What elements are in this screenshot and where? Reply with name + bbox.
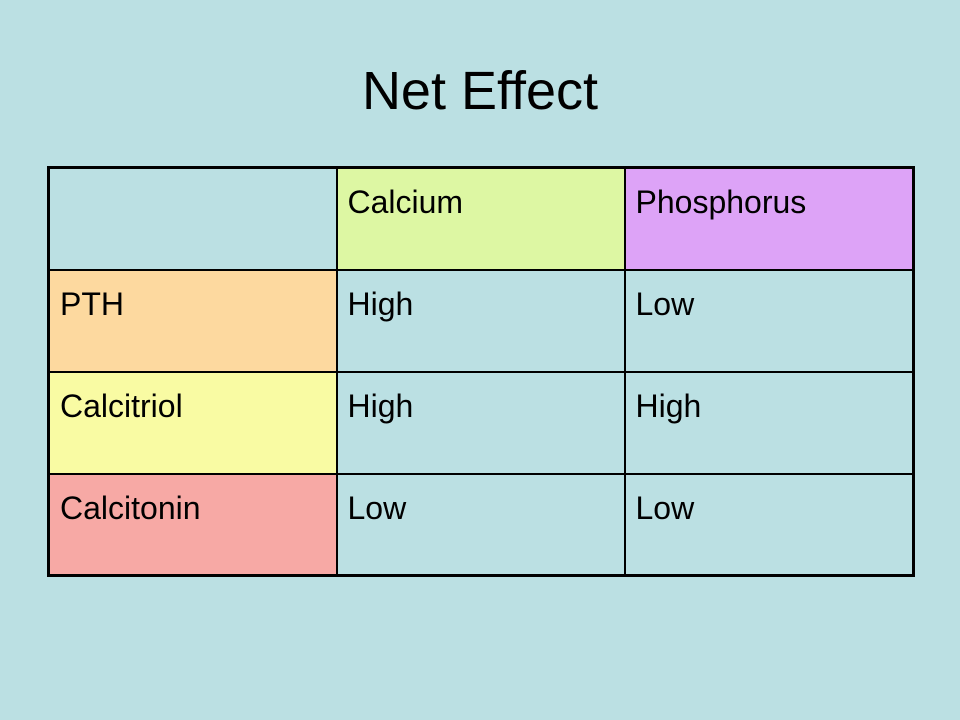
cell-pth-phosphorus: Low <box>623 268 915 373</box>
table-row-calcitonin: Calcitonin Low Low <box>47 472 915 577</box>
row-label-calcitonin: Calcitonin <box>47 472 338 577</box>
cell-calcitonin-calcium: Low <box>335 472 626 577</box>
header-phosphorus: Phosphorus <box>623 166 915 271</box>
row-label-pth: PTH <box>47 268 338 373</box>
header-calcium: Calcium <box>335 166 626 271</box>
cell-pth-calcium: High <box>335 268 626 373</box>
cell-calcitriol-calcium: High <box>335 370 626 475</box>
cell-calcitriol-phosphorus: High <box>623 370 915 475</box>
cell-calcitonin-phosphorus: Low <box>623 472 915 577</box>
corner-cell <box>47 166 338 271</box>
table-row-pth: PTH High Low <box>47 268 915 373</box>
slide-title: Net Effect <box>361 61 599 121</box>
row-label-calcitriol: Calcitriol <box>47 370 338 475</box>
table-row-calcitriol: Calcitriol High High <box>47 370 915 475</box>
net-effect-table: Calcium Phosphorus PTH High Low Calcitri… <box>47 166 915 577</box>
table-header-row: Calcium Phosphorus <box>47 166 915 271</box>
